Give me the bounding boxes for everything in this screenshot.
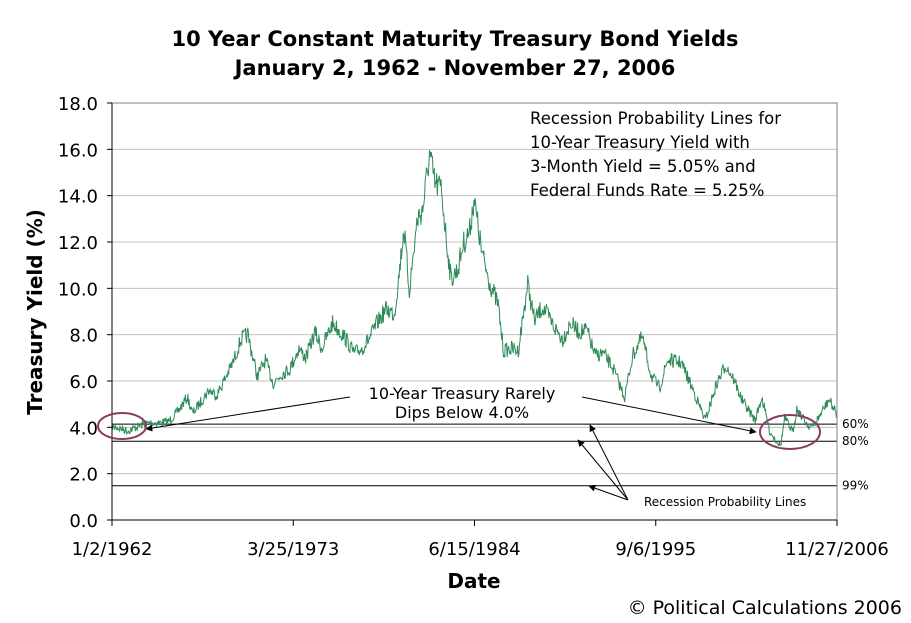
annotation-text-line: Federal Funds Rate = 5.25% <box>530 181 764 200</box>
y-tick-label: 10.0 <box>58 279 98 300</box>
annotation-text-line: Recession Probability Lines for <box>530 109 781 128</box>
x-tick-label: 1/2/1962 <box>72 539 153 560</box>
y-tick-label: 0.0 <box>69 511 98 532</box>
series-line <box>111 150 838 447</box>
recession-lines-label: Recession Probability Lines <box>644 495 806 509</box>
y-tick-label: 14.0 <box>58 187 98 208</box>
x-tick-label: 9/6/1995 <box>615 539 696 560</box>
recession-arrow-99 <box>588 484 629 501</box>
y-tick-label: 16.0 <box>58 140 98 161</box>
y-axis-ticks: 0.0 2.0 4.0 6.0 8.0 10.0 12.0 14.0 16.0 18.0 <box>58 94 112 532</box>
chart-title: 10 Year Constant Maturity Treasury Bond … <box>171 27 738 51</box>
x-tick-label: 11/27/2006 <box>785 539 889 560</box>
callout-line-2: Dips Below 4.0% <box>395 403 529 422</box>
probability-label: 60% <box>842 417 869 431</box>
callout-line-1: 10-Year Treasury Rarely <box>369 384 556 403</box>
annotation-arrows <box>145 396 757 501</box>
highlight-ellipses <box>97 412 821 450</box>
grid-lines <box>112 148 837 475</box>
callout-annotation: 10-Year Treasury Rarely Dips Below 4.0% <box>369 384 556 422</box>
chart-subtitle: January 2, 1962 - November 27, 2006 <box>233 56 676 80</box>
y-tick-label: 6.0 <box>69 372 98 393</box>
recession-arrow-80 <box>577 439 629 501</box>
recession-probability-lines <box>112 423 837 487</box>
callout-arrow-right <box>581 396 757 435</box>
probability-label: 80% <box>842 434 869 448</box>
annotation-text-line: 10-Year Treasury Yield with <box>530 133 750 152</box>
chart-titles: 10 Year Constant Maturity Treasury Bond … <box>171 27 738 80</box>
y-tick-label: 8.0 <box>69 326 98 347</box>
callout-arrow-left <box>145 396 351 432</box>
x-axis-label: Date <box>447 569 500 593</box>
copyright-notice: © Political Calculations 2006 <box>628 597 902 619</box>
x-tick-label: 6/15/1984 <box>428 539 520 560</box>
probability-labels: 60% 80% 99% <box>842 417 869 493</box>
y-tick-label: 4.0 <box>69 418 98 439</box>
y-axis-label: Treasury Yield (%) <box>23 209 47 415</box>
probability-label: 99% <box>842 479 869 493</box>
x-axis-ticks: 1/2/1962 3/25/1973 6/15/1984 9/6/1995 11/27/… <box>72 520 889 560</box>
highlight-ellipse-1962 <box>97 412 147 440</box>
series-group <box>111 150 838 447</box>
y-tick-label: 2.0 <box>69 465 98 486</box>
annotation-box: Recession Probability Lines for 10-Year T… <box>530 109 781 200</box>
y-tick-label: 12.0 <box>58 233 98 254</box>
recession-arrow-60 <box>589 424 629 501</box>
y-tick-label: 18.0 <box>58 94 98 115</box>
annotation-text-line: 3-Month Yield = 5.05% and <box>530 157 756 176</box>
highlight-ellipse-2003 <box>759 414 821 450</box>
x-tick-label: 3/25/1973 <box>247 539 339 560</box>
